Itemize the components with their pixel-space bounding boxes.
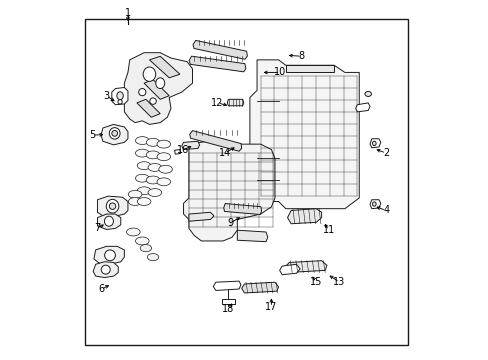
Polygon shape	[188, 212, 214, 221]
Ellipse shape	[157, 140, 170, 148]
Polygon shape	[227, 99, 244, 106]
Text: 18: 18	[222, 304, 234, 314]
Polygon shape	[112, 87, 128, 105]
Ellipse shape	[146, 176, 160, 184]
Text: 10: 10	[274, 67, 286, 77]
Polygon shape	[94, 246, 124, 264]
Ellipse shape	[137, 187, 151, 195]
Ellipse shape	[372, 141, 375, 145]
Ellipse shape	[128, 190, 142, 198]
Ellipse shape	[104, 250, 115, 261]
Ellipse shape	[104, 216, 113, 226]
Ellipse shape	[135, 149, 149, 157]
Polygon shape	[149, 56, 180, 78]
Polygon shape	[213, 281, 241, 291]
Text: 11: 11	[322, 225, 334, 235]
Polygon shape	[189, 131, 241, 151]
Polygon shape	[287, 209, 321, 224]
Ellipse shape	[147, 253, 159, 261]
Polygon shape	[355, 103, 369, 112]
Text: 2: 2	[382, 148, 388, 158]
Polygon shape	[285, 65, 333, 72]
Polygon shape	[193, 40, 247, 59]
Polygon shape	[93, 262, 118, 278]
Ellipse shape	[135, 237, 149, 245]
Polygon shape	[237, 230, 267, 242]
Text: 13: 13	[333, 277, 345, 287]
Text: 3: 3	[103, 91, 109, 101]
Bar	[221, 300, 235, 304]
Polygon shape	[97, 196, 128, 217]
Text: 17: 17	[264, 302, 277, 312]
Ellipse shape	[146, 151, 160, 159]
Ellipse shape	[128, 198, 142, 206]
Ellipse shape	[157, 178, 170, 186]
Text: 4: 4	[382, 206, 388, 216]
Polygon shape	[183, 140, 274, 241]
Ellipse shape	[135, 136, 149, 144]
Ellipse shape	[148, 163, 162, 171]
Ellipse shape	[109, 203, 116, 210]
Text: 7: 7	[94, 224, 101, 233]
Text: 8: 8	[298, 51, 305, 61]
Polygon shape	[137, 99, 160, 117]
Polygon shape	[369, 200, 380, 209]
Ellipse shape	[118, 100, 122, 104]
Polygon shape	[101, 125, 128, 145]
Text: 5: 5	[89, 130, 95, 140]
Ellipse shape	[155, 78, 164, 89]
Ellipse shape	[137, 198, 151, 206]
Ellipse shape	[106, 199, 119, 213]
Ellipse shape	[126, 228, 140, 236]
Ellipse shape	[148, 189, 162, 197]
Text: 16: 16	[177, 144, 189, 154]
Polygon shape	[284, 261, 326, 273]
Text: 1: 1	[124, 8, 131, 18]
Polygon shape	[224, 203, 261, 215]
Polygon shape	[369, 139, 380, 148]
Ellipse shape	[146, 138, 160, 146]
Ellipse shape	[140, 244, 151, 252]
Ellipse shape	[139, 89, 145, 96]
Polygon shape	[124, 53, 192, 125]
Ellipse shape	[149, 98, 156, 104]
Ellipse shape	[112, 131, 117, 136]
Ellipse shape	[143, 67, 155, 81]
Ellipse shape	[364, 91, 371, 96]
Ellipse shape	[117, 92, 123, 100]
Ellipse shape	[137, 162, 151, 170]
Text: 9: 9	[226, 218, 233, 228]
Ellipse shape	[135, 174, 149, 182]
Polygon shape	[182, 141, 199, 149]
Polygon shape	[279, 264, 300, 275]
Text: 12: 12	[211, 98, 224, 108]
Ellipse shape	[157, 153, 170, 161]
Text: 15: 15	[309, 277, 322, 287]
Ellipse shape	[109, 128, 120, 139]
Text: 14: 14	[218, 148, 230, 158]
Polygon shape	[174, 149, 180, 154]
Text: 6: 6	[98, 284, 104, 294]
Polygon shape	[97, 214, 121, 229]
Polygon shape	[241, 282, 278, 293]
Ellipse shape	[101, 265, 110, 274]
Polygon shape	[144, 80, 169, 99]
Polygon shape	[249, 60, 359, 209]
Ellipse shape	[372, 202, 375, 206]
Polygon shape	[189, 56, 245, 72]
Ellipse shape	[159, 165, 172, 173]
